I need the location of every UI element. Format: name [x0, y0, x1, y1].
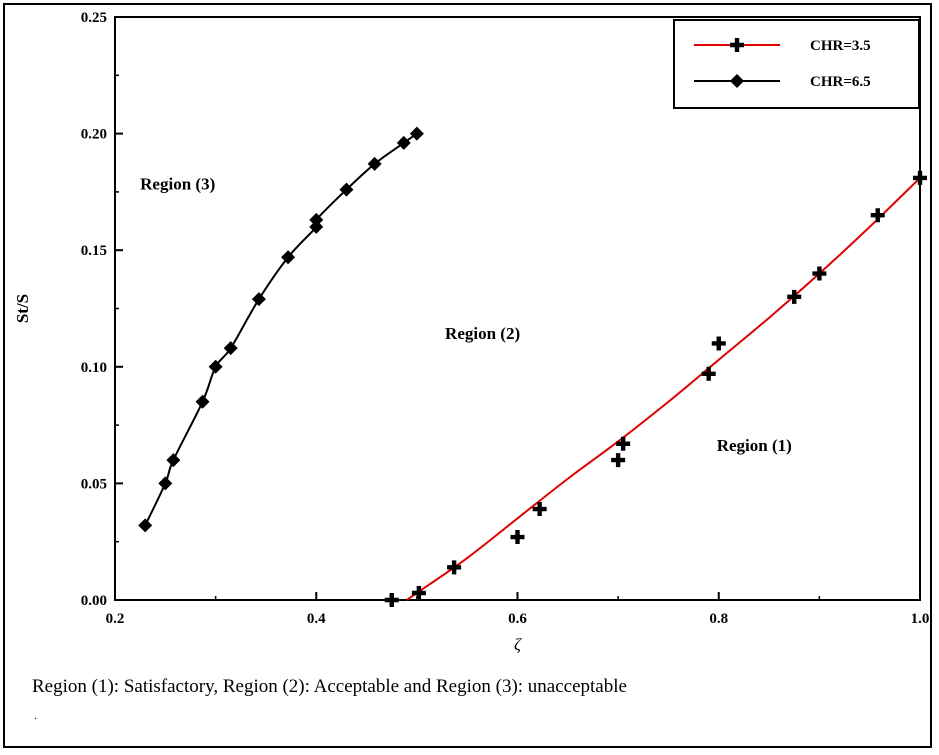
caption-dot: . [34, 708, 37, 722]
x-tick-label: 0.8 [709, 611, 728, 627]
legend-entry-1: CHR=3.5 [810, 38, 871, 54]
data-point-plus [611, 453, 626, 468]
data-point-diamond [409, 126, 424, 141]
series-layer [138, 126, 927, 607]
region-label-3: Region (1) [717, 436, 792, 455]
series-line [406, 177, 921, 601]
data-point-diamond [339, 182, 354, 197]
legend-box [673, 19, 920, 109]
series-2 [138, 126, 424, 533]
data-point-plus [411, 586, 426, 601]
data-point-diamond [281, 250, 296, 265]
y-tick-label: 0.25 [81, 10, 107, 26]
data-point-diamond [166, 453, 181, 468]
data-point-diamond [195, 394, 210, 409]
data-point-diamond [138, 518, 153, 533]
figure-caption: Region (1): Satisfactory, Region (2): Ac… [32, 676, 627, 697]
chart-svg: 0.2 0.4 0.6 0.8 1.0 0.00 0.05 0.10 0.15 0.20 0.25 ζ… [13, 10, 929, 654]
data-point-plus [711, 336, 726, 351]
annotation-layer: Region (3) Region (2) Region (1) [140, 175, 792, 455]
y-tick-label: 0.05 [81, 476, 107, 492]
y-axis-title: St/S [13, 294, 32, 323]
region-label-1: Region (3) [140, 175, 215, 194]
legend-marker-plus [730, 38, 744, 52]
data-point-plus [787, 289, 802, 304]
data-point-diamond [251, 292, 266, 307]
data-point-plus [616, 436, 631, 451]
data-point-plus [913, 170, 927, 185]
y-tick-label: 0.20 [81, 127, 107, 143]
axes-layer: 0.2 0.4 0.6 0.8 1.0 0.00 0.05 0.10 0.15 0.20 0.25 ζ… [13, 10, 929, 654]
data-point-plus [532, 502, 547, 517]
data-point-plus [870, 208, 885, 223]
region-label-2: Region (2) [445, 324, 520, 343]
legend-entry-2: CHR=6.5 [810, 74, 871, 90]
y-tick-label: 0.15 [81, 243, 107, 259]
data-point-plus [701, 366, 716, 381]
data-point-diamond [309, 212, 324, 227]
legend-marker-diamond [730, 74, 744, 88]
data-point-diamond [396, 135, 411, 150]
data-point-plus [384, 593, 399, 607]
data-point-diamond [208, 359, 223, 374]
x-tick-label: 0.4 [307, 611, 326, 627]
data-point-diamond [367, 156, 382, 171]
x-axis-title: ζ [514, 635, 522, 654]
series-1 [384, 170, 927, 607]
x-tick-label: 0.6 [508, 611, 527, 627]
data-point-plus [447, 560, 462, 575]
y-tick-label: 0.00 [81, 593, 107, 609]
x-tick-label: 1.0 [911, 611, 930, 627]
data-point-diamond [223, 341, 238, 356]
legend: CHR=3.5 CHR=6.5 [673, 19, 920, 109]
figure-frame [3, 3, 932, 748]
data-point-plus [812, 266, 827, 281]
x-tick-label: 0.2 [106, 611, 125, 627]
data-point-diamond [158, 476, 173, 491]
y-tick-label: 0.10 [81, 360, 107, 376]
data-point-plus [510, 530, 525, 545]
